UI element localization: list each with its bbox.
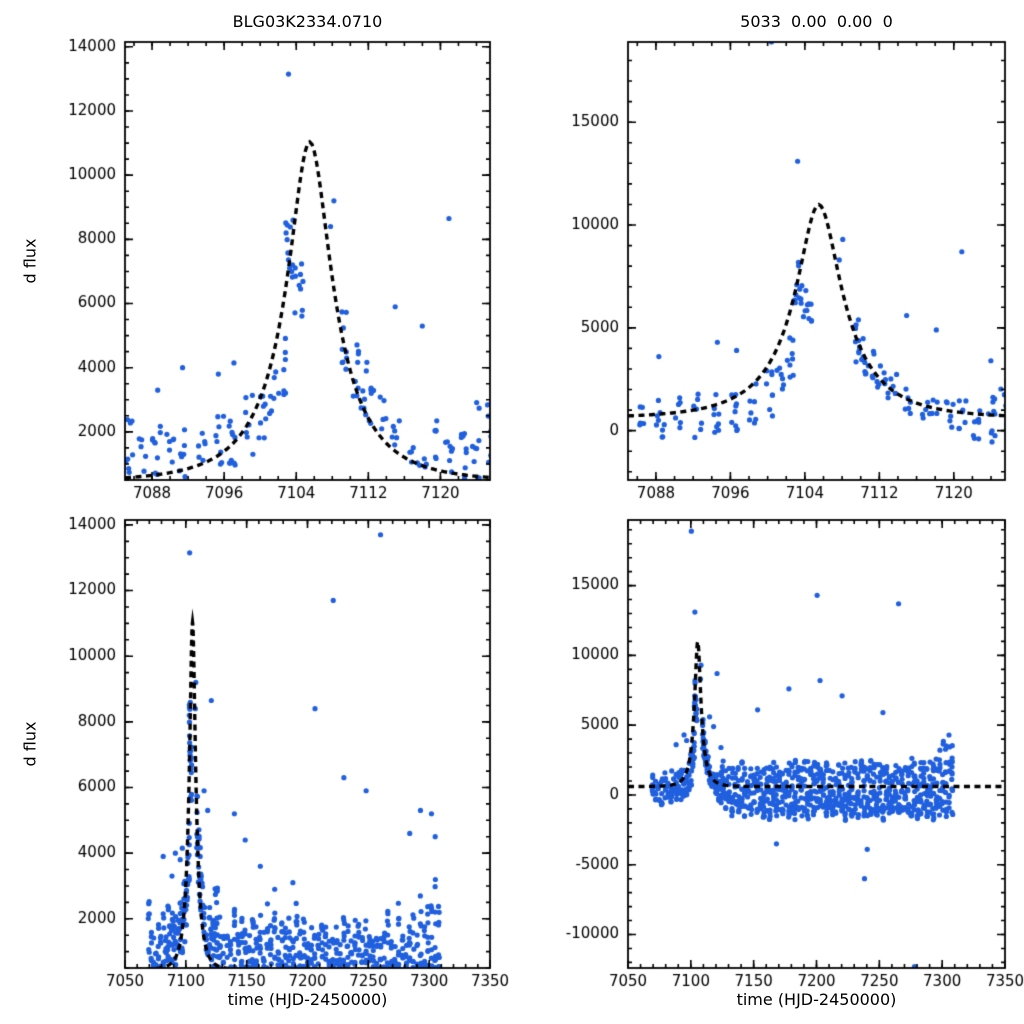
panel-top-right — [628, 42, 1005, 480]
x-axis-label-right: time (HJD-2450000) — [736, 990, 897, 1009]
panel-bottom-right — [628, 520, 1005, 968]
panel-title-right: 5033 0.00 0.00 0 — [740, 12, 893, 31]
panel-bottom-left — [125, 520, 490, 968]
y-axis-label-bottom: d flux — [20, 721, 40, 767]
x-axis-label-left: time (HJD-2450000) — [227, 990, 388, 1009]
panel-top-left — [125, 42, 490, 480]
y-axis-label-top: d flux — [20, 238, 40, 284]
panel-title-left: BLG03K2334.0710 — [232, 12, 383, 31]
